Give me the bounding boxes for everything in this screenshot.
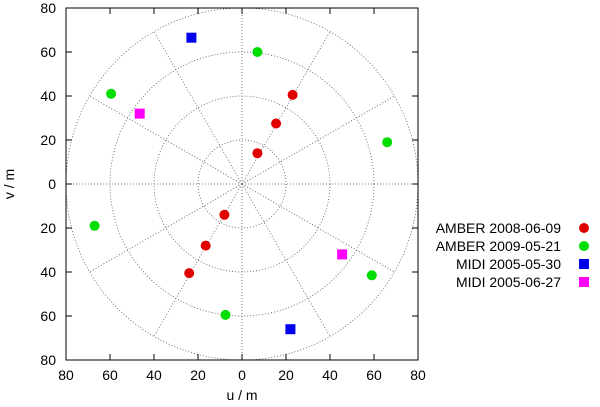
y-tick-label: 60 bbox=[40, 44, 56, 60]
y-axis-label: v / m bbox=[1, 169, 17, 199]
x-tick-label: 80 bbox=[410, 367, 426, 383]
grid-circle bbox=[197, 139, 287, 229]
data-points bbox=[89, 32, 393, 335]
legend-label: AMBER 2008-06-09 bbox=[436, 220, 562, 236]
legend: AMBER 2008-06-09 AMBER 2009-05-21 MIDI 200… bbox=[436, 220, 589, 290]
data-point bbox=[106, 88, 117, 99]
x-tick-label: 20 bbox=[278, 367, 294, 383]
data-point bbox=[220, 309, 231, 320]
y-tick-label: 40 bbox=[40, 88, 56, 104]
grid-spoke bbox=[89, 183, 243, 273]
series-0 bbox=[184, 89, 298, 279]
x-tick-label: 80 bbox=[58, 367, 74, 383]
data-point bbox=[200, 240, 211, 251]
x-tick-label: 40 bbox=[146, 367, 162, 383]
legend-marker bbox=[579, 241, 589, 251]
x-tick-label: 40 bbox=[322, 367, 338, 383]
legend-label: MIDI 2005-05-30 bbox=[456, 256, 561, 272]
series-1 bbox=[89, 47, 393, 320]
y-tick-label: 80 bbox=[40, 352, 56, 368]
grid-spoke bbox=[241, 183, 395, 273]
y-tick-label: 0 bbox=[48, 176, 56, 192]
series-3 bbox=[134, 108, 348, 260]
y-tick-label: 40 bbox=[40, 264, 56, 280]
y-tick-label: 60 bbox=[40, 308, 56, 324]
data-point bbox=[285, 324, 296, 335]
grid-spoke bbox=[241, 31, 331, 185]
y-tick-label: 80 bbox=[40, 0, 56, 16]
data-point bbox=[287, 89, 298, 100]
grid-spoke bbox=[241, 95, 395, 185]
y-tick-label: 20 bbox=[40, 132, 56, 148]
legend-marker bbox=[579, 223, 589, 233]
x-tick-label: 0 bbox=[238, 367, 246, 383]
x-tick-label: 20 bbox=[190, 367, 206, 383]
legend-label: MIDI 2005-06-27 bbox=[456, 274, 561, 290]
polar-grid bbox=[66, 8, 418, 360]
x-axis-label: u / m bbox=[226, 387, 257, 403]
x-tick-label: 60 bbox=[366, 367, 382, 383]
data-point bbox=[134, 108, 145, 119]
data-point bbox=[382, 137, 393, 148]
grid-spoke bbox=[153, 183, 243, 337]
legend-marker bbox=[579, 259, 589, 269]
data-point bbox=[271, 118, 282, 129]
data-point bbox=[366, 270, 377, 281]
data-point bbox=[89, 220, 100, 231]
grid-spoke bbox=[89, 95, 243, 185]
data-point bbox=[184, 268, 195, 279]
grid-spoke bbox=[241, 183, 331, 337]
data-point bbox=[186, 32, 197, 43]
series-2 bbox=[186, 32, 296, 335]
y-tick-label: 20 bbox=[40, 220, 56, 236]
legend-marker bbox=[579, 277, 589, 287]
legend-label: AMBER 2009-05-21 bbox=[436, 238, 562, 254]
data-point bbox=[252, 148, 263, 159]
grid-spoke bbox=[153, 31, 243, 185]
data-point bbox=[252, 47, 263, 57]
data-point bbox=[219, 209, 230, 220]
x-tick-label: 60 bbox=[102, 367, 118, 383]
data-point bbox=[337, 249, 348, 260]
